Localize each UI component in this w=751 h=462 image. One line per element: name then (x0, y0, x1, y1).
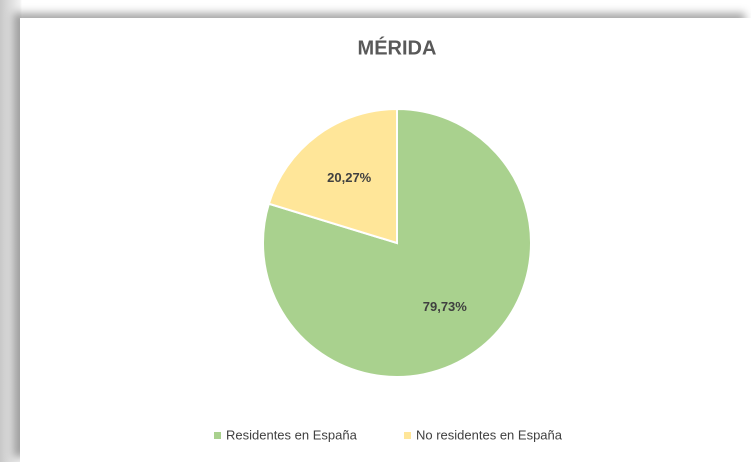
data-label: 79,73% (423, 299, 468, 314)
pie-slice (267, 107, 398, 245)
legend-swatch (404, 432, 411, 439)
legend-label: Residentes en España (226, 427, 358, 442)
legend-label: No residentes en España (416, 427, 563, 442)
legend-swatch (214, 432, 221, 439)
data-label: 20,27% (327, 170, 372, 185)
chart-title: MÉRIDA (358, 36, 437, 59)
